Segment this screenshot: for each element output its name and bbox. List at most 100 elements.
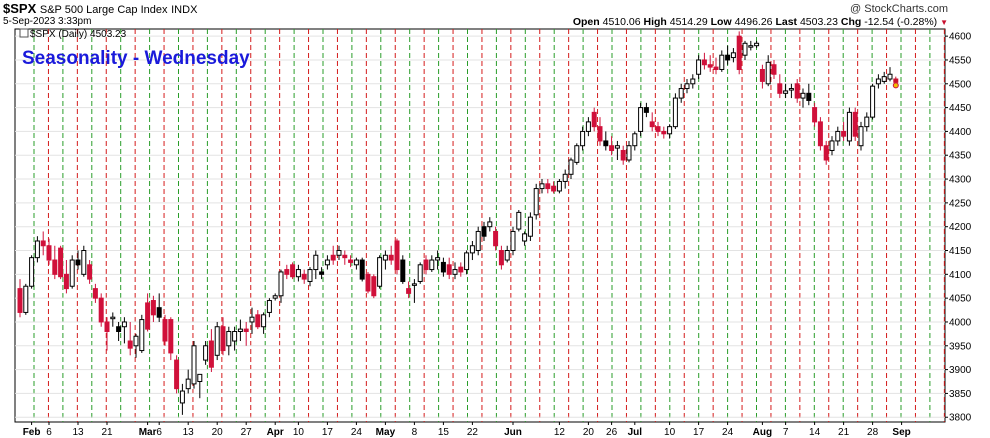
x-tick-label: 28: [867, 427, 879, 438]
candle-body: [307, 269, 313, 282]
credit: @ StockCharts.com: [850, 3, 948, 15]
candle-body: [116, 326, 122, 332]
candle-body: [638, 107, 644, 132]
candle-body: [127, 340, 133, 349]
x-tick-label: Feb: [23, 427, 41, 438]
candle-body: [388, 254, 394, 261]
candle-body: [777, 83, 783, 94]
candle-body: [835, 130, 841, 142]
y-tick-label: 4300: [949, 175, 972, 186]
candle-body: [649, 121, 655, 128]
candle-body: [626, 145, 632, 161]
low-label: Low: [710, 16, 732, 28]
candle-body: [278, 271, 284, 297]
candle-body: [133, 335, 139, 347]
candle-body: [382, 254, 388, 261]
candle-body: [295, 269, 301, 278]
candle-body: [29, 257, 35, 287]
horizontal-grid: [15, 35, 945, 418]
x-tick-label: 22: [467, 427, 479, 438]
candle-body: [17, 288, 23, 313]
candle-body: [342, 254, 348, 259]
candle-body: [162, 319, 168, 342]
candle-body: [464, 252, 470, 271]
x-tick-label: 27: [241, 427, 253, 438]
candle-body: [348, 259, 354, 263]
candle-body: [713, 66, 719, 70]
candle-body: [179, 390, 185, 404]
candle-body: [81, 250, 87, 275]
candle-body: [371, 276, 377, 297]
x-tick-label: 21: [101, 427, 113, 438]
candle-body: [185, 378, 191, 390]
candle-body: [527, 216, 533, 237]
candle-body: [429, 259, 435, 271]
x-tick-label: 12: [554, 427, 566, 438]
candle-body: [893, 78, 899, 83]
legend: $SPX (Daily) 4503.23: [19, 28, 127, 40]
candle-body: [261, 314, 267, 328]
candle-body: [881, 76, 887, 82]
x-tick-label: 20: [583, 427, 595, 438]
candle-body: [58, 247, 64, 278]
candle-body: [46, 245, 52, 261]
candle-body: [446, 264, 452, 275]
exchange: INDX: [171, 4, 198, 16]
candle-body: [788, 88, 794, 91]
x-tick-label: 6: [156, 427, 162, 438]
candle-body: [556, 180, 562, 192]
candle-body: [87, 264, 93, 280]
legend-swatch: [19, 28, 29, 38]
candle-body: [783, 90, 789, 94]
candle-body: [237, 328, 243, 332]
x-tick-label: 24: [722, 427, 734, 438]
candle-body: [620, 149, 626, 161]
candle-body: [504, 250, 510, 261]
candle-body: [812, 107, 818, 123]
x-tick-label: 21: [838, 427, 850, 438]
y-tick-label: 4200: [949, 222, 972, 233]
candle-body: [324, 259, 330, 266]
x-tick-label: 17: [322, 427, 334, 438]
candle-body: [846, 111, 852, 142]
candle-body: [568, 159, 574, 175]
quote-line: Open 4510.06 High 4514.29 Low 4496.26 La…: [573, 16, 948, 28]
candle-body: [365, 273, 371, 292]
y-tick-label: 4400: [949, 127, 972, 138]
candle-body: [580, 130, 586, 147]
y-tick-label: 3900: [949, 365, 972, 376]
candle-body: [34, 240, 40, 259]
candle-body: [40, 240, 46, 247]
candle-body: [493, 230, 499, 247]
candle-body: [614, 145, 620, 149]
candle-body: [249, 316, 255, 323]
candle-body: [875, 78, 881, 85]
candle-body: [174, 359, 180, 390]
candle-body: [748, 45, 754, 48]
candle-body: [220, 326, 226, 352]
x-tick-label: 15: [438, 427, 450, 438]
y-tick-label: 4500: [949, 79, 972, 90]
plot-area: [14, 28, 946, 423]
candles: [17, 31, 899, 415]
x-tick-label: 13: [72, 427, 84, 438]
candle-body: [452, 269, 458, 275]
candle-body: [522, 233, 528, 242]
symbol: $SPX: [3, 1, 37, 16]
x-tick-label: Apr: [267, 427, 284, 438]
candle-body: [678, 88, 684, 99]
timestamp: 5-Sep-2023 3:33pm: [3, 16, 92, 27]
candle-body: [597, 126, 603, 142]
candle-body: [870, 85, 876, 118]
candle-body: [63, 273, 69, 290]
candle-body: [469, 245, 475, 254]
x-tick-label: 24: [351, 427, 363, 438]
candle-body: [725, 54, 731, 61]
open-value: 4510.06: [602, 16, 641, 28]
y-tick-label: 4450: [949, 103, 972, 114]
candle-body: [156, 307, 162, 318]
candle-body: [440, 261, 446, 273]
y-tick-label: 3800: [949, 413, 972, 424]
candle-body: [551, 185, 557, 192]
y-tick-label: 4150: [949, 246, 972, 257]
